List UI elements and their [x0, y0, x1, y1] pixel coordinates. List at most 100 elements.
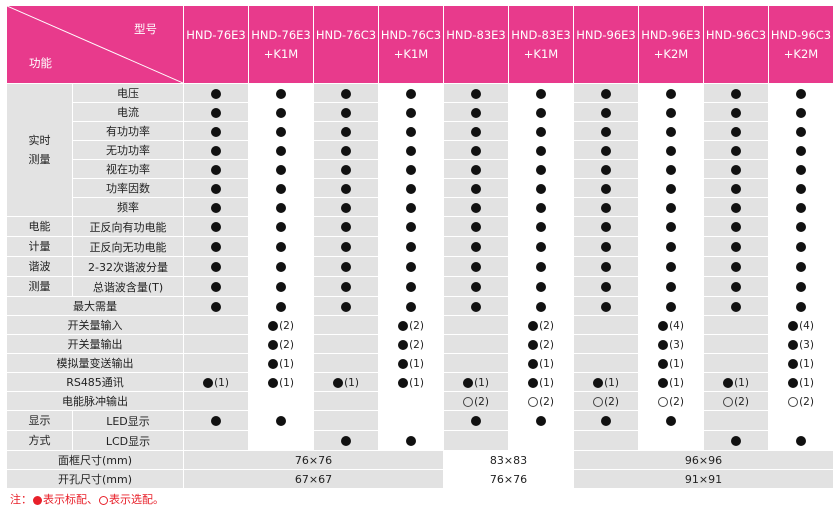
- spec-cell: (1): [183, 372, 249, 392]
- filled-dot-icon: [276, 222, 286, 232]
- spec-cell: [443, 353, 509, 373]
- quantity-note: (2): [474, 395, 489, 408]
- header-corner: 型号 功能: [6, 5, 184, 84]
- model-header: HND-96E3: [573, 5, 639, 84]
- spec-cell: [183, 410, 249, 431]
- spec-cell: [248, 102, 314, 122]
- filled-dot-icon: [731, 436, 741, 446]
- model-header: HND-96C3: [703, 5, 769, 84]
- spec-cell: [768, 197, 834, 217]
- quantity-note: (2): [799, 395, 814, 408]
- filled-dot-icon: [398, 377, 409, 388]
- footnote-optional: 表示选配。: [109, 493, 164, 506]
- filled-dot-icon: [601, 107, 611, 118]
- spec-cell: [313, 334, 379, 354]
- filled-dot-icon: [211, 107, 221, 118]
- filled-dot-icon: [536, 107, 546, 118]
- model-suffix: +K2M: [783, 46, 819, 61]
- filled-dot-icon: [796, 202, 806, 213]
- spec-cell: [443, 296, 509, 316]
- filled-dot-icon: [211, 145, 221, 156]
- filled-dot-icon: [601, 164, 611, 175]
- spec-cell: [313, 121, 379, 141]
- spec-cell: [378, 83, 444, 103]
- hollow-circle-icon: [658, 396, 669, 407]
- spec-cell: [313, 197, 379, 217]
- spec-row: 计量 正反向无功电能: [6, 236, 834, 257]
- quantity-note: (1): [279, 376, 294, 389]
- feature-label: 电能脉冲输出: [6, 391, 184, 411]
- spec-cell: (1): [313, 372, 379, 392]
- filled-dot-icon: [341, 436, 351, 446]
- header-model-label: 型号: [134, 22, 157, 36]
- spec-cell: [313, 83, 379, 103]
- spec-cell: (1): [443, 372, 509, 392]
- model-suffix: +K1M: [523, 46, 559, 61]
- filled-dot-icon: [788, 377, 799, 388]
- footnote-prefix: 注：: [10, 493, 32, 506]
- filled-dot-icon: [731, 88, 741, 99]
- spec-cell: (2): [573, 391, 639, 411]
- spec-cell: [768, 216, 834, 237]
- model-header: HND-76E3 +K1M: [248, 5, 314, 84]
- filled-dot-icon: [731, 126, 741, 137]
- spec-cell: [378, 430, 444, 451]
- spec-cell: [248, 83, 314, 103]
- spec-cell: [508, 276, 574, 297]
- filled-dot-icon: [731, 183, 741, 194]
- spec-row: 最大需量: [6, 296, 834, 316]
- filled-dot-icon: [731, 145, 741, 156]
- spec-cell: [443, 197, 509, 217]
- spec-cell: [638, 140, 704, 160]
- spec-cell: [443, 83, 509, 103]
- dimension-label: 开孔尺寸(mm): [6, 469, 184, 489]
- filled-dot-icon: [341, 262, 351, 272]
- spec-row: 电能脉冲输出 (2) (2) (2) (2) (2) (2): [6, 391, 834, 411]
- spec-cell: [768, 178, 834, 198]
- spec-cell: (2): [378, 315, 444, 335]
- filled-dot-icon: [471, 183, 481, 194]
- feature-label: 无功功率: [72, 140, 184, 160]
- spec-cell: [378, 121, 444, 141]
- quantity-note: (1): [344, 376, 359, 389]
- spec-cell: [508, 140, 574, 160]
- spec-cell: [703, 140, 769, 160]
- filled-dot-icon: [341, 222, 351, 232]
- spec-cell: [183, 159, 249, 179]
- filled-dot-icon: [788, 358, 799, 369]
- filled-dot-icon: [471, 242, 481, 252]
- spec-cell: [768, 121, 834, 141]
- model-header: HND-83E3: [443, 5, 509, 84]
- spec-row: 视在功率: [7, 159, 834, 179]
- quantity-note: (2): [604, 395, 619, 408]
- model-header: HND-96C3 +K2M: [768, 5, 834, 84]
- spec-cell: [638, 216, 704, 237]
- filled-dot-icon: [211, 282, 221, 292]
- spec-cell: [638, 296, 704, 316]
- spec-cell: [378, 410, 444, 431]
- model-suffix: [575, 45, 638, 64]
- spec-cell: [313, 236, 379, 257]
- spec-cell: (4): [638, 315, 704, 335]
- quantity-note: (1): [799, 376, 814, 389]
- filled-dot-icon: [211, 262, 221, 272]
- filled-dot-icon: [601, 242, 611, 252]
- spec-cell: [378, 159, 444, 179]
- filled-dot-icon: [406, 262, 416, 272]
- spec-cell: (3): [638, 334, 704, 354]
- spec-cell: [768, 410, 834, 431]
- spec-cell: [248, 140, 314, 160]
- group-display-2: 方式: [6, 430, 73, 451]
- filled-dot-icon: [666, 145, 676, 156]
- spec-cell: [508, 236, 574, 257]
- filled-dot-icon: [788, 320, 799, 331]
- filled-dot-icon: [341, 202, 351, 213]
- spec-cell: [638, 236, 704, 257]
- spec-cell: [703, 83, 769, 103]
- filled-dot-icon: [731, 202, 741, 213]
- spec-cell: [573, 159, 639, 179]
- spec-cell: (1): [703, 372, 769, 392]
- spec-cell: [573, 140, 639, 160]
- spec-cell: [248, 178, 314, 198]
- filled-dot-icon: [528, 377, 539, 388]
